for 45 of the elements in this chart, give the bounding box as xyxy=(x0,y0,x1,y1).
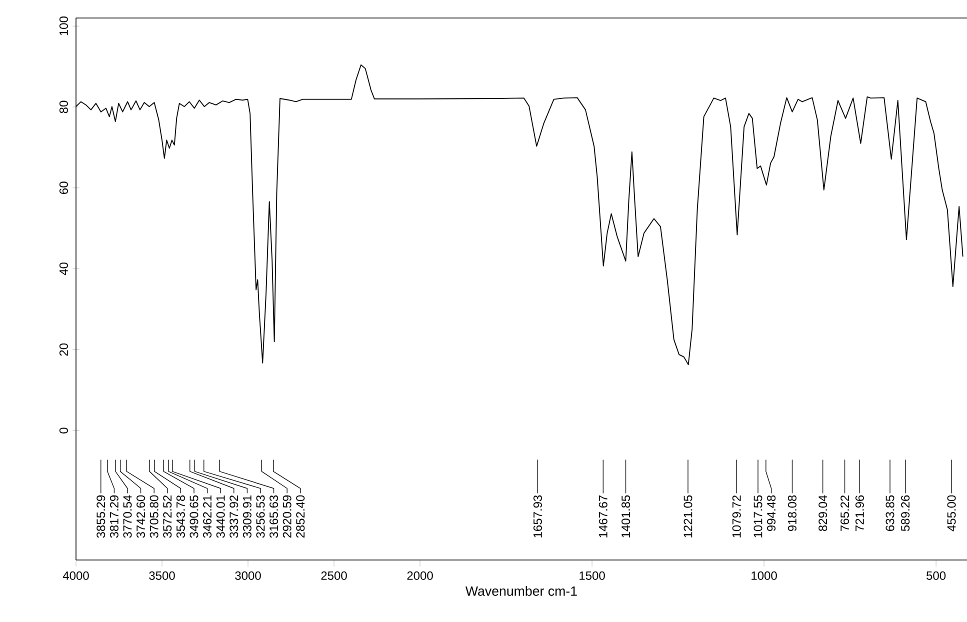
annotation: 3309.91 xyxy=(242,495,252,538)
annotation: 2852.40 xyxy=(296,495,305,538)
annotation: 1467.67 xyxy=(598,495,608,538)
annotation: 765.22 xyxy=(840,495,850,531)
annotation: 3440.01 xyxy=(216,495,225,538)
x-tick-label: 3000 xyxy=(235,571,261,580)
annotation: 1079.72 xyxy=(732,495,741,538)
annotation: 3462.21 xyxy=(203,495,212,538)
x-tick-label: 2500 xyxy=(321,571,347,580)
annotation: 3337.92 xyxy=(230,495,238,538)
annotation: 3256.53 xyxy=(256,495,265,538)
annotation: 1401.85 xyxy=(622,495,630,538)
annotation: 455.00 xyxy=(947,495,956,532)
x-tick-label: 1000 xyxy=(752,571,777,580)
annotation: 918.08 xyxy=(788,495,796,531)
annotation: 3855.29 xyxy=(96,495,106,538)
annotation: 589.26 xyxy=(901,495,910,532)
y-tick-label: 20 xyxy=(59,343,68,356)
y-tick-label: 40 xyxy=(59,262,68,276)
annotation: 721.96 xyxy=(855,495,864,531)
y-tick-label: 0 xyxy=(59,428,68,434)
annotation: 3543.78 xyxy=(176,495,185,538)
y-tick-label: 60 xyxy=(59,182,68,194)
annotation: 2920.59 xyxy=(282,495,292,538)
x-tick-label: 500 xyxy=(926,571,946,580)
x-tick-label: 2000 xyxy=(407,571,433,580)
annotation: 1017.55 xyxy=(754,495,762,538)
x-axis-title: Wavenumber cm-1 xyxy=(465,586,577,596)
annotation: 3705.80 xyxy=(150,495,158,538)
y-tick-label: 100 xyxy=(59,16,68,36)
annotation: 633.85 xyxy=(886,495,894,531)
annotation: 1657.93 xyxy=(533,495,542,538)
x-tick-label: 4000 xyxy=(62,571,89,580)
annotation: 3572.52 xyxy=(163,495,172,538)
annotation: 3770.54 xyxy=(123,495,132,538)
annotation: 3817.29 xyxy=(110,495,118,538)
y-tick-label: 80 xyxy=(59,100,68,114)
x-tick-label: 3500 xyxy=(149,571,175,580)
x-tick-label: 1500 xyxy=(580,571,605,580)
annotation: 994.48 xyxy=(767,495,776,531)
annotation: 829.04 xyxy=(818,495,828,532)
annotation: 3165.63 xyxy=(270,495,278,538)
annotation: 1221.05 xyxy=(684,495,692,538)
annotation: 3490.65 xyxy=(190,495,198,538)
annotation: 3742.60 xyxy=(136,495,146,538)
